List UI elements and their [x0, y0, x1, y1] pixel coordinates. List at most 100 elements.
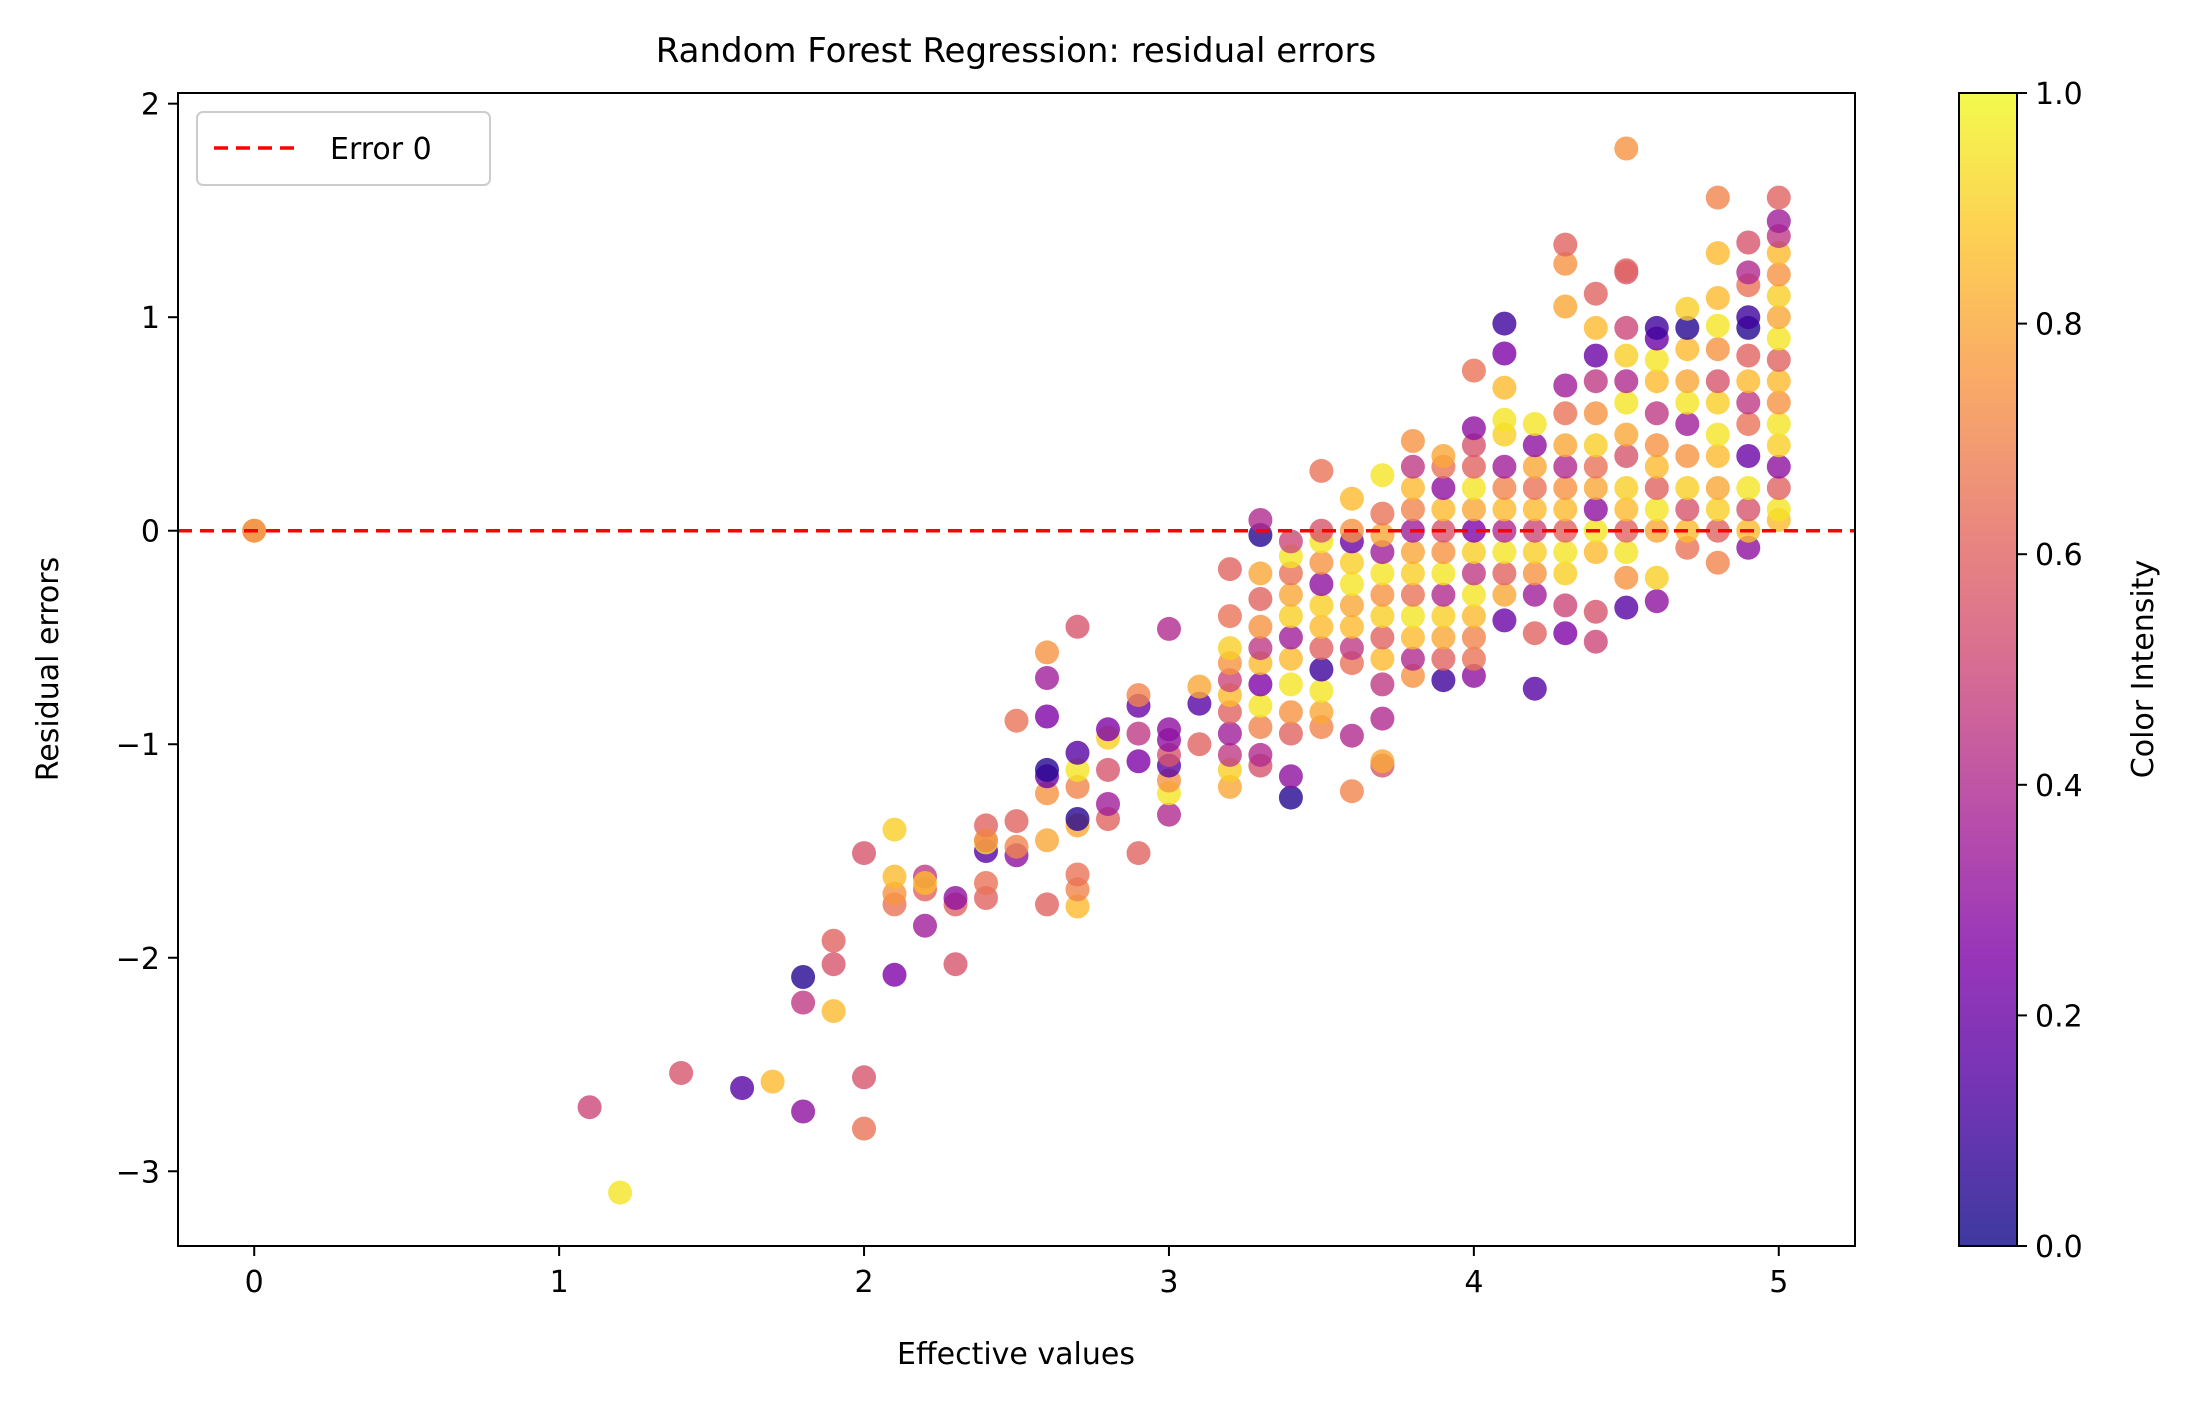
scatter-point-215 — [1553, 476, 1578, 500]
scatter-point-282 — [1705, 337, 1730, 362]
scatter-point-198 — [1522, 676, 1547, 701]
scatter-point-56 — [1096, 792, 1120, 816]
scatter-point-149 — [1400, 625, 1425, 650]
scatter-point-72 — [1157, 616, 1181, 641]
scatter-point-147 — [1400, 663, 1425, 688]
x-tick-label: 0 — [245, 1265, 264, 1300]
scatter-point-277 — [1705, 476, 1730, 500]
scatter-point-295 — [1736, 343, 1761, 368]
y-tick-label: −2 — [116, 942, 160, 977]
scatter-point-127 — [1339, 614, 1364, 639]
scatter-point-95 — [1248, 587, 1273, 611]
colorbar-tick-label: 0.4 — [2035, 769, 2083, 804]
scatter-point-29 — [974, 871, 998, 895]
scatter-point-247 — [1614, 315, 1639, 340]
scatter-point-251 — [1644, 589, 1669, 614]
scatter-point-76 — [1217, 774, 1242, 799]
scatter-point-50 — [1065, 807, 1090, 831]
scatter-point-270 — [1675, 369, 1700, 394]
x-tick-label: 4 — [1464, 1265, 1483, 1300]
scatter-point-250 — [1614, 136, 1639, 161]
scatter-point-59 — [1096, 717, 1120, 742]
scatter-point-257 — [1644, 433, 1669, 458]
scatter-point-116 — [1309, 614, 1334, 639]
scatter-point-300 — [1736, 230, 1761, 255]
scatter-point-128 — [1339, 593, 1364, 618]
scatter-point-310 — [1766, 326, 1791, 351]
scatter-point-307 — [1766, 390, 1791, 415]
scatter-point-304 — [1766, 454, 1791, 479]
scatter-point-269 — [1675, 390, 1700, 415]
scatter-point-268 — [1675, 412, 1700, 436]
scatter-point-206 — [1522, 454, 1547, 479]
scatter-point-187 — [1492, 561, 1517, 586]
scatter-point-141 — [1370, 582, 1395, 607]
scatter-point-224 — [1583, 599, 1608, 624]
scatter-point-138 — [1370, 646, 1395, 671]
scatter-point-21 — [913, 913, 937, 938]
scatter-point-142 — [1370, 561, 1395, 586]
scatter-point-287 — [1736, 535, 1761, 560]
scatter-point-209 — [1553, 621, 1578, 646]
scatter-point-233 — [1583, 343, 1608, 368]
scatter-point-205 — [1522, 476, 1547, 500]
scatter-point-239 — [1614, 518, 1639, 543]
colorbar-tick-label: 0.6 — [2035, 538, 2083, 573]
y-tick-label: 2 — [141, 88, 160, 123]
scatter-point-117 — [1309, 593, 1334, 618]
scatter-point-204 — [1522, 497, 1547, 522]
colorbar-tick-label: 0.0 — [2035, 1230, 2083, 1265]
colorbar-gradient — [1959, 93, 2017, 1246]
x-tick-label: 1 — [550, 1265, 569, 1300]
scatter-point-19 — [882, 864, 907, 889]
scatter-point-285 — [1705, 241, 1730, 266]
scatter-point-235 — [1583, 281, 1608, 306]
scatter-point-241 — [1614, 476, 1639, 500]
scatter-point-80 — [1217, 700, 1242, 725]
scatter-point-252 — [1644, 565, 1669, 590]
scatter-point-85 — [1217, 604, 1242, 629]
scatter-point-260 — [1644, 347, 1669, 372]
scatter-point-281 — [1705, 369, 1730, 394]
scatter-point-44 — [1035, 666, 1059, 690]
x-tick-label: 2 — [854, 1265, 873, 1300]
scatter-point-136 — [1370, 706, 1395, 731]
scatter-point-202 — [1522, 540, 1547, 565]
scatter-point-305 — [1766, 433, 1791, 458]
scatter-point-54 — [1065, 614, 1090, 639]
scatter-point-162 — [1431, 604, 1456, 629]
scatter-point-94 — [1248, 614, 1273, 639]
scatter-point-173 — [1461, 625, 1486, 650]
scatter-point-121 — [1309, 518, 1334, 543]
scatter-point-37 — [1004, 708, 1029, 733]
scatter-point-170 — [1431, 444, 1456, 468]
scatter-point-124 — [1339, 723, 1364, 748]
scatter-point-27 — [943, 886, 968, 910]
scatter-point-180 — [1461, 476, 1486, 500]
scatter-point-172 — [1461, 646, 1486, 671]
scatter-point-191 — [1492, 476, 1517, 500]
scatter-point-156 — [1400, 476, 1425, 500]
scatter-point-216 — [1553, 454, 1578, 479]
scatter-point-292 — [1736, 412, 1761, 436]
scatter-point-200 — [1522, 582, 1547, 607]
scatter-point-185 — [1492, 608, 1517, 633]
scatter-point-42 — [1035, 757, 1059, 782]
scatter-point-229 — [1583, 454, 1608, 479]
scatter-point-105 — [1278, 625, 1303, 650]
scatter-point-20 — [882, 817, 907, 842]
scatter-point-164 — [1431, 561, 1456, 586]
scatter-point-203 — [1522, 518, 1547, 543]
scatter-point-158 — [1400, 429, 1425, 453]
scatter-point-317 — [1766, 185, 1791, 210]
scatter-point-65 — [1157, 802, 1181, 827]
scatter-point-45 — [1035, 640, 1059, 665]
scatter-point-167 — [1431, 497, 1456, 522]
scatter-point-280 — [1705, 390, 1730, 415]
scatter-point-244 — [1614, 390, 1639, 415]
scatter-point-246 — [1614, 343, 1639, 368]
scatter-point-299 — [1736, 260, 1761, 285]
scatter-point-7 — [791, 1099, 816, 1124]
scatter-point-119 — [1309, 550, 1334, 575]
